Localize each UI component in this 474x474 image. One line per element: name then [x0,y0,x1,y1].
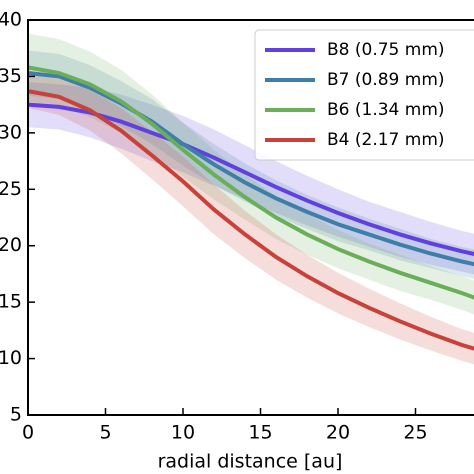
x-tick-label: 10 [171,422,195,444]
series-line [27,89,474,351]
error-band [28,33,474,315]
y-tick-label: 30 [0,121,22,143]
legend-label: B8 (0.75 mm) [327,40,445,60]
x-tick-label: 5 [99,422,111,444]
plot-frame [27,19,474,416]
y-tick-label: 5 [10,404,22,426]
legend-label: B6 (1.34 mm) [327,100,445,120]
y-tick-label: 25 [0,178,22,200]
x-tick-label: 15 [248,422,272,444]
legend-label: B7 (0.89 mm) [327,70,445,90]
series-line [27,102,474,257]
x-tick-label: 0 [22,422,34,444]
legend-box [254,29,474,161]
series-line [27,65,474,300]
x-axis-label: radial distance [au] [158,451,343,473]
y-tick-label: 15 [0,291,22,313]
x-tick-label: 20 [326,422,350,444]
legend: B8 (0.75 mm) B7 (0.89 mm) B6 (1.34 mm) B4 (… [254,29,474,161]
y-tick-label: 40 [0,9,22,31]
y-tick-label: 35 [0,65,22,87]
y-tick-label: 10 [0,347,22,369]
legend-label: B4 (2.17 mm) [327,130,445,150]
x-tick-label: 25 [403,422,427,444]
y-tick-label: 20 [0,234,22,256]
series-line [27,71,474,267]
